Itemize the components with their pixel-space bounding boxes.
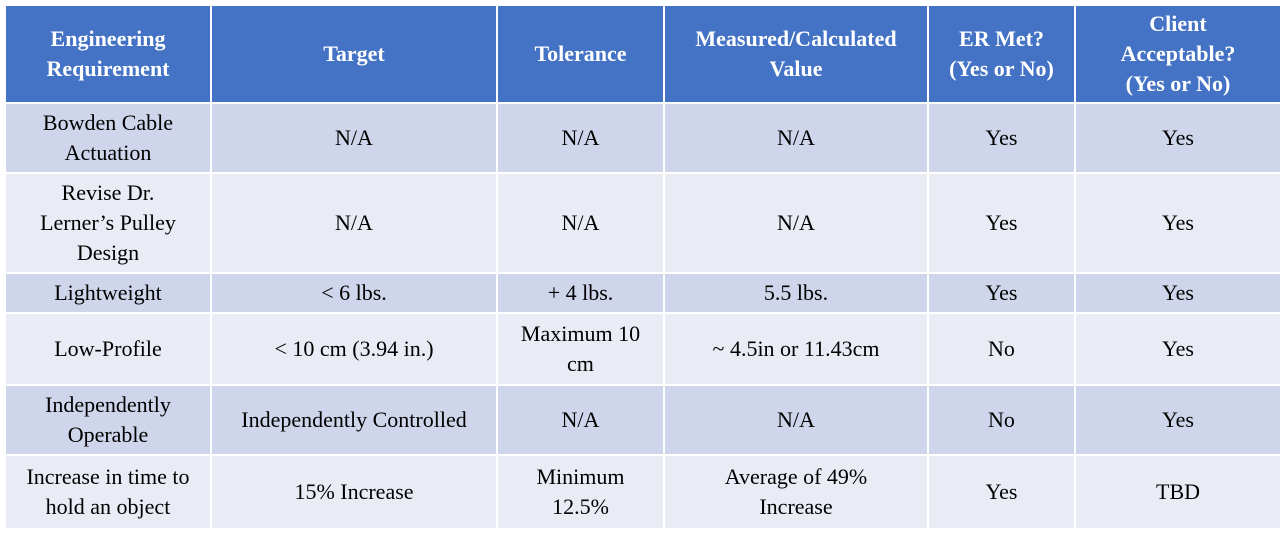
cell-er-met: Yes — [927, 102, 1076, 174]
cell-requirement: Lightweight — [4, 272, 212, 314]
cell-client-acceptable: Yes — [1074, 312, 1282, 386]
table-row: Independently Operable Independently Con… — [4, 384, 1282, 456]
requirements-table: Engineering Requirement Target Tolerance… — [4, 4, 1282, 530]
header-engineering-requirement: Engineering Requirement — [4, 4, 212, 104]
table-row: Lightweight < 6 lbs. + 4 lbs. 5.5 lbs. Y… — [4, 272, 1282, 314]
cell-requirement: Bowden Cable Actuation — [4, 102, 212, 174]
cell-measured: Average of 49% Increase — [663, 454, 929, 530]
cell-requirement: Low-Profile — [4, 312, 212, 386]
cell-target: N/A — [210, 102, 498, 174]
cell-er-met: No — [927, 312, 1076, 386]
header-measured-value: Measured/Calculated Value — [663, 4, 929, 104]
table-row: Low-Profile < 10 cm (3.94 in.) Maximum 1… — [4, 312, 1282, 386]
cell-client-acceptable: TBD — [1074, 454, 1282, 530]
cell-tolerance: N/A — [496, 172, 665, 274]
cell-measured: ~ 4.5in or 11.43cm — [663, 312, 929, 386]
header-tolerance: Tolerance — [496, 4, 665, 104]
cell-target: < 10 cm (3.94 in.) — [210, 312, 498, 386]
cell-target: 15% Increase — [210, 454, 498, 530]
cell-requirement: Independently Operable — [4, 384, 212, 456]
cell-tolerance: N/A — [496, 384, 665, 456]
header-target: Target — [210, 4, 498, 104]
cell-tolerance: N/A — [496, 102, 665, 174]
cell-client-acceptable: Yes — [1074, 172, 1282, 274]
cell-client-acceptable: Yes — [1074, 102, 1282, 174]
cell-er-met: Yes — [927, 272, 1076, 314]
cell-er-met: Yes — [927, 172, 1076, 274]
cell-measured: N/A — [663, 384, 929, 456]
cell-target: N/A — [210, 172, 498, 274]
table-row: Revise Dr. Lerner’s Pulley Design N/A N/… — [4, 172, 1282, 274]
table-row: Bowden Cable Actuation N/A N/A N/A Yes Y… — [4, 102, 1282, 174]
cell-tolerance: Maximum 10 cm — [496, 312, 665, 386]
cell-er-met: No — [927, 384, 1076, 456]
table-row: Increase in time to hold an object 15% I… — [4, 454, 1282, 530]
cell-tolerance: + 4 lbs. — [496, 272, 665, 314]
header-er-met: ER Met? (Yes or No) — [927, 4, 1076, 104]
cell-target: Independently Controlled — [210, 384, 498, 456]
cell-client-acceptable: Yes — [1074, 384, 1282, 456]
cell-measured: N/A — [663, 172, 929, 274]
header-client-acceptable: Client Acceptable? (Yes or No) — [1074, 4, 1282, 104]
cell-target: < 6 lbs. — [210, 272, 498, 314]
cell-client-acceptable: Yes — [1074, 272, 1282, 314]
cell-measured: 5.5 lbs. — [663, 272, 929, 314]
cell-requirement: Revise Dr. Lerner’s Pulley Design — [4, 172, 212, 274]
cell-er-met: Yes — [927, 454, 1076, 530]
header-row: Engineering Requirement Target Tolerance… — [4, 4, 1282, 104]
cell-measured: N/A — [663, 102, 929, 174]
cell-requirement: Increase in time to hold an object — [4, 454, 212, 530]
cell-tolerance: Minimum 12.5% — [496, 454, 665, 530]
